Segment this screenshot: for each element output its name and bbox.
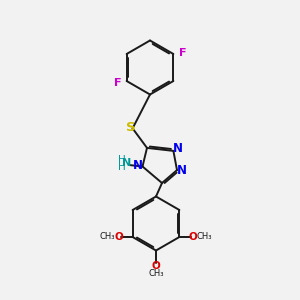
Text: F: F <box>114 77 122 88</box>
Text: H: H <box>118 155 125 165</box>
Text: H: H <box>118 162 125 172</box>
Text: N: N <box>176 164 187 177</box>
Text: O: O <box>152 261 160 271</box>
Text: N: N <box>122 158 131 169</box>
Text: O: O <box>114 232 123 242</box>
Text: F: F <box>178 47 186 58</box>
Text: O: O <box>189 232 198 242</box>
Text: N: N <box>172 142 183 155</box>
Text: S: S <box>126 121 136 134</box>
Text: CH₃: CH₃ <box>196 232 212 241</box>
Text: CH₃: CH₃ <box>100 232 116 241</box>
Text: CH₃: CH₃ <box>148 269 164 278</box>
Text: N: N <box>133 159 143 172</box>
